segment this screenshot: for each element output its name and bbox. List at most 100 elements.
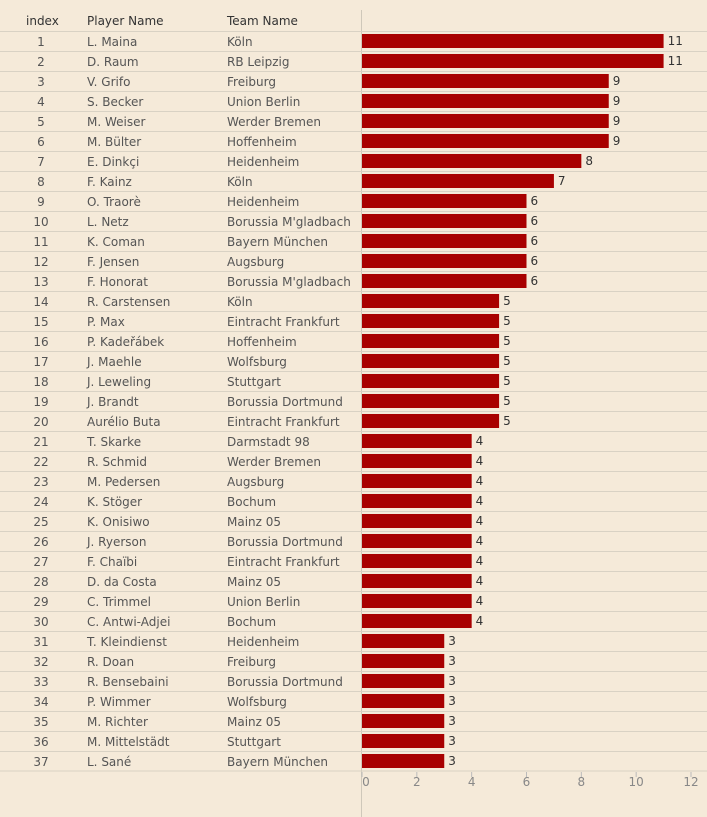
header-team-name: Team Name [227, 14, 298, 28]
row-team-name: Union Berlin [227, 595, 301, 609]
row-player-name: F. Kainz [87, 175, 132, 189]
table-row: 6 M. Bülter Hoffenheim [0, 131, 707, 151]
row-index: 22 [33, 455, 49, 469]
row-index: 8 [37, 175, 45, 189]
row-player-name: J. Brandt [87, 395, 139, 409]
row-index: 14 [33, 295, 49, 309]
row-player-name: R. Schmid [87, 455, 147, 469]
row-team-name: Freiburg [227, 655, 276, 669]
row-team-name: Heidenheim [227, 155, 300, 169]
row-player-name: S. Becker [87, 95, 144, 109]
table-row: 12 F. Jensen Augsburg [0, 251, 707, 271]
row-index: 34 [33, 695, 49, 709]
row-player-name: V. Grifo [87, 75, 131, 89]
table-row: 1 L. Maina Köln [0, 31, 707, 51]
row-player-name: M. Richter [87, 715, 148, 729]
row-index: 28 [33, 575, 49, 589]
row-index: 33 [33, 675, 49, 689]
row-team-name: Köln [227, 295, 253, 309]
row-team-name: Mainz 05 [227, 575, 282, 589]
row-team-name: Union Berlin [227, 95, 301, 109]
table-row: 2 D. Raum RB Leipzig [0, 51, 707, 71]
column-separator [361, 10, 362, 817]
row-index: 21 [33, 435, 49, 449]
row-team-name: Mainz 05 [227, 515, 282, 529]
row-team-name: Eintracht Frankfurt [227, 415, 340, 429]
row-team-name: Borussia Dortmund [227, 535, 343, 549]
row-player-name: J. Leweling [87, 375, 152, 389]
row-team-name: Bochum [227, 615, 277, 629]
table-row: 29 C. Trimmel Union Berlin [0, 591, 707, 611]
row-team-name: Stuttgart [227, 375, 281, 389]
row-index: 30 [33, 615, 49, 629]
table-row: 35 M. Richter Mainz 05 [0, 711, 707, 731]
row-player-name: D. Raum [87, 55, 139, 69]
row-team-name: Hoffenheim [227, 335, 297, 349]
row-index: 11 [33, 235, 49, 249]
table-row: 3 V. Grifo Freiburg [0, 71, 707, 91]
row-team-name: Heidenheim [227, 195, 300, 209]
header-player-name: Player Name [87, 14, 164, 28]
row-team-name: Bayern München [227, 235, 328, 249]
table-row: 17 J. Maehle Wolfsburg [0, 351, 707, 371]
row-team-name: Borussia Dortmund [227, 395, 343, 409]
row-index: 15 [33, 315, 49, 329]
row-player-name: C. Trimmel [87, 595, 151, 609]
header-index: index [26, 14, 59, 28]
row-player-name: P. Kadeřábek [87, 335, 165, 349]
row-player-name: O. Traorè [87, 195, 141, 209]
table-row: 20 Aurélio Buta Eintracht Frankfurt [0, 411, 707, 431]
table-row: 15 P. Max Eintracht Frankfurt [0, 311, 707, 331]
row-index: 7 [37, 155, 45, 169]
row-index: 17 [33, 355, 49, 369]
row-index: 29 [33, 595, 49, 609]
row-player-name: D. da Costa [87, 575, 157, 589]
table-row: 11 K. Coman Bayern München [0, 231, 707, 251]
table-row: 23 M. Pedersen Augsburg [0, 471, 707, 491]
row-team-name: Eintracht Frankfurt [227, 315, 340, 329]
row-index: 36 [33, 735, 49, 749]
table-row: 33 R. Bensebaini Borussia Dortmund [0, 671, 707, 691]
table-row: 4 S. Becker Union Berlin [0, 91, 707, 111]
x-tick-label: 0 [362, 775, 370, 789]
table-row: 37 L. Sané Bayern München [0, 751, 707, 771]
row-team-name: Stuttgart [227, 735, 281, 749]
table-row: 36 M. Mittelstädt Stuttgart [0, 731, 707, 751]
row-player-name: P. Wimmer [87, 695, 151, 709]
x-tick-label: 10 [629, 775, 644, 789]
row-team-name: Bochum [227, 495, 277, 509]
row-team-name: Borussia M'gladbach [227, 215, 351, 229]
row-player-name: K. Coman [87, 235, 145, 249]
row-player-name: M. Pedersen [87, 475, 161, 489]
row-index: 23 [33, 475, 49, 489]
table-row: 7 E. Dinkçi Heidenheim [0, 151, 707, 171]
row-player-name: Aurélio Buta [87, 415, 161, 429]
row-index: 4 [37, 95, 45, 109]
table-row: 19 J. Brandt Borussia Dortmund [0, 391, 707, 411]
row-player-name: L. Sané [87, 755, 132, 769]
table-row: 28 D. da Costa Mainz 05 [0, 571, 707, 591]
table-row: 13 F. Honorat Borussia M'gladbach [0, 271, 707, 291]
table-row: 16 P. Kadeřábek Hoffenheim [0, 331, 707, 351]
row-team-name: Freiburg [227, 75, 276, 89]
table-row: 10 L. Netz Borussia M'gladbach [0, 211, 707, 231]
row-team-name: Köln [227, 35, 253, 49]
row-team-name: Werder Bremen [227, 115, 321, 129]
row-index: 35 [33, 715, 49, 729]
row-player-name: R. Doan [87, 655, 135, 669]
table-row: 31 T. Kleindienst Heidenheim [0, 631, 707, 651]
x-tick-label: 4 [468, 775, 476, 789]
table-row: 34 P. Wimmer Wolfsburg [0, 691, 707, 711]
row-team-name: Köln [227, 175, 253, 189]
row-index: 13 [33, 275, 49, 289]
row-player-name: R. Carstensen [87, 295, 171, 309]
row-index: 10 [33, 215, 49, 229]
row-index: 31 [33, 635, 49, 649]
x-tick-label: 8 [578, 775, 586, 789]
x-tick-label: 2 [413, 775, 421, 789]
row-team-name: Augsburg [227, 475, 285, 489]
table-row: 21 T. Skarke Darmstadt 98 [0, 431, 707, 451]
row-index: 26 [33, 535, 49, 549]
table-row: 32 R. Doan Freiburg [0, 651, 707, 671]
table-row: 25 K. Onisiwo Mainz 05 [0, 511, 707, 531]
